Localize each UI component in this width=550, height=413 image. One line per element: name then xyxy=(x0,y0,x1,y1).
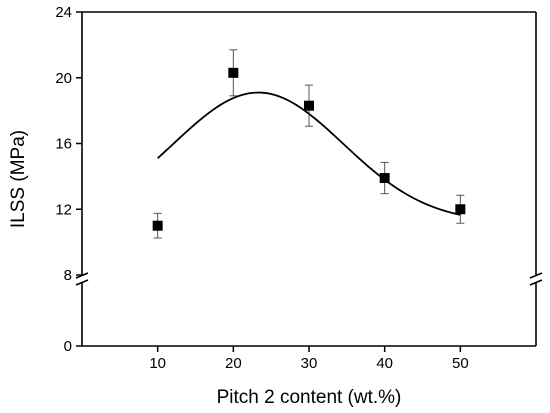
y-tick-label: 12 xyxy=(55,201,72,218)
plot-frame xyxy=(81,11,537,347)
error-bars xyxy=(153,49,465,239)
y-tick-label: 0 xyxy=(64,338,72,355)
data-point xyxy=(304,100,314,111)
break-mark-right-2 xyxy=(529,279,543,286)
x-tick-label: 40 xyxy=(376,355,393,372)
data-point xyxy=(228,67,239,78)
y-tick-label: 8 xyxy=(64,267,72,284)
x-tick-label: 20 xyxy=(225,355,242,372)
x-tick-label: 10 xyxy=(149,355,166,372)
x-tick-label: 30 xyxy=(301,355,318,372)
break-mark-left-1 xyxy=(75,272,89,279)
data-point xyxy=(152,220,163,231)
y-tick-label: 24 xyxy=(55,4,72,21)
axis-break-marks xyxy=(75,272,543,286)
y-tick-label: 20 xyxy=(55,70,72,87)
x-axis-title: Pitch 2 content (wt.%) xyxy=(217,387,402,408)
break-mark-left-2 xyxy=(75,279,89,286)
y-axis-title: ILSS (MPa) xyxy=(8,130,29,228)
data-point xyxy=(455,204,466,215)
x-tick-label: 50 xyxy=(452,355,469,372)
axis-ticks: 10 20 30 40 50 0 8 12 16 20 24 xyxy=(55,4,468,372)
data-point xyxy=(379,173,390,184)
data-points xyxy=(152,67,466,231)
y-tick-label: 16 xyxy=(55,136,72,153)
break-mark-right-1 xyxy=(529,272,543,279)
fit-curve xyxy=(157,91,461,216)
